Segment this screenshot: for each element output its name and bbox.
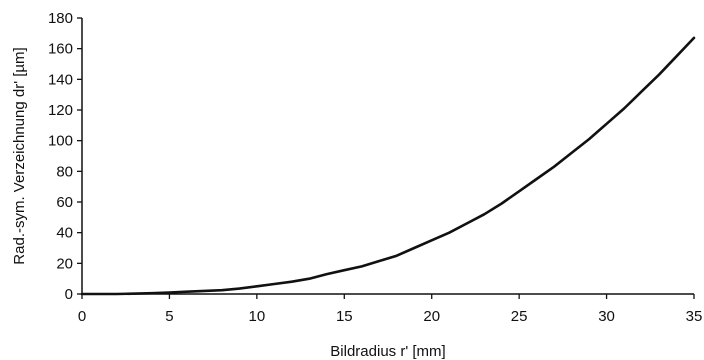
x-tick-label: 35 (686, 308, 703, 325)
y-axis: 0 20 40 60 80 100 120 140 160 180 (48, 10, 83, 303)
y-tick-label: 80 (56, 163, 73, 180)
x-tick-label: 20 (423, 308, 440, 325)
y-tick-label: 40 (56, 225, 73, 242)
x-tick-label: 10 (249, 308, 266, 325)
x-tick-label: 5 (165, 308, 173, 325)
y-tick-label: 140 (48, 71, 73, 88)
y-tick-label: 0 (65, 286, 73, 303)
series-group (80, 36, 696, 296)
y-tick-label: 20 (56, 255, 73, 272)
x-tick-label: 30 (598, 308, 615, 325)
distortion-curve (80, 36, 696, 296)
y-tick-label: 180 (48, 10, 73, 27)
x-tick-label: 0 (78, 308, 86, 325)
x-tick-label: 25 (511, 308, 528, 325)
y-axis-title: Rad.-sym. Verzeichnung dr' [µm] (11, 47, 28, 264)
y-tick-label: 120 (48, 102, 73, 119)
x-axis-title: Bildradius r' [mm] (330, 343, 445, 360)
x-tick-label: 15 (336, 308, 353, 325)
y-tick-label: 160 (48, 41, 73, 58)
x-axis: 0 5 10 15 20 25 30 35 (78, 293, 703, 325)
y-tick-label: 60 (56, 194, 73, 211)
y-tick-label: 100 (48, 133, 73, 150)
